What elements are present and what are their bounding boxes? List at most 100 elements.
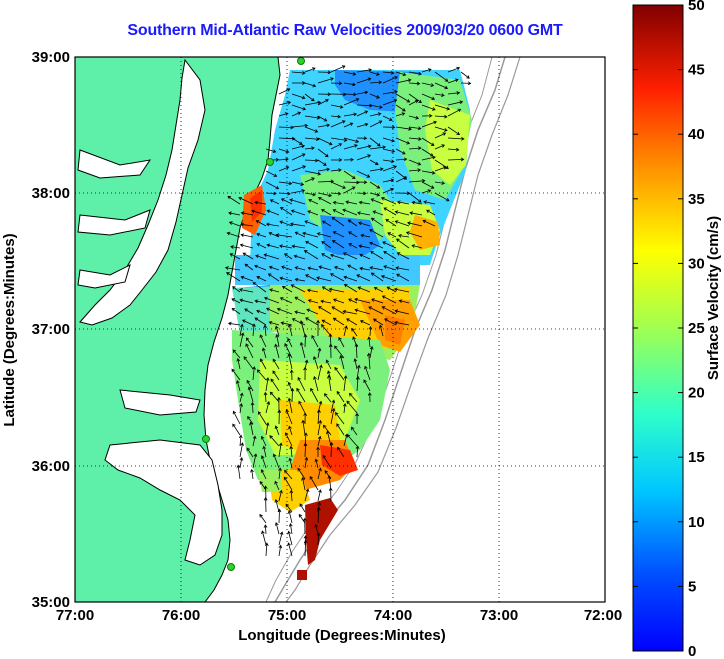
velocity-arrow xyxy=(224,266,241,271)
colorbar-tick-label: 40 xyxy=(688,126,705,143)
velocity-arrow xyxy=(405,231,423,238)
velocity-arrow xyxy=(311,335,319,348)
velocity-arrow xyxy=(289,445,294,458)
velocity-arrow xyxy=(269,391,280,403)
velocity-arrow xyxy=(291,244,306,249)
plot-frame xyxy=(74,56,606,603)
velocity-arrow xyxy=(291,111,302,117)
velocity-arrow xyxy=(369,137,381,147)
velocity-arrow xyxy=(369,229,384,238)
velocity-arrow xyxy=(290,284,306,293)
x-tick-label: 76:00 xyxy=(162,607,200,624)
velocity-arrow xyxy=(393,287,410,293)
velocity-arrow xyxy=(421,68,432,73)
velocity-arrow xyxy=(228,211,241,216)
velocity-arrow xyxy=(306,308,319,315)
colorbar-tick-label: 35 xyxy=(688,191,705,208)
velocity-arrow xyxy=(265,422,270,436)
velocity-arrow xyxy=(348,231,358,238)
velocity-arrow xyxy=(278,467,282,480)
velocity-arrow xyxy=(369,266,384,271)
velocity-arrow xyxy=(332,298,345,304)
velocity-arrow xyxy=(434,71,449,82)
velocity-arrow xyxy=(382,159,395,164)
velocity-arrow xyxy=(309,475,319,491)
velocity-arrow xyxy=(369,241,384,249)
velocity-arrow xyxy=(342,208,358,216)
velocity-arrow xyxy=(287,509,293,524)
velocity-arrow xyxy=(304,146,315,151)
velocity-arrow xyxy=(316,319,320,337)
velocity-arrow xyxy=(447,66,461,73)
velocity-arrow xyxy=(356,191,367,196)
velocity-arrow xyxy=(321,241,332,249)
velocity-arrow xyxy=(263,391,268,403)
velocity-arrow xyxy=(259,358,267,370)
velocity-arrow xyxy=(303,442,308,458)
velocity-arrow xyxy=(254,264,267,271)
velocity-arrow xyxy=(378,324,384,337)
velocity-arrow xyxy=(330,399,336,414)
velocity-arrow xyxy=(259,513,267,524)
velocity-arrow xyxy=(395,157,408,162)
colorbar-tick-label: 5 xyxy=(688,578,696,595)
radar-site-marker xyxy=(227,563,235,571)
radar-site-marker xyxy=(202,435,210,443)
velocity-arrow xyxy=(330,157,343,162)
velocity-arrow xyxy=(395,238,410,249)
velocity-arrow xyxy=(245,343,254,359)
velocity-arrow xyxy=(343,98,360,106)
velocity-arrow xyxy=(408,192,422,203)
velocity-arrow xyxy=(364,365,371,381)
velocity-arrow xyxy=(426,209,436,216)
velocity-arrow xyxy=(369,159,379,165)
velocity-arrow xyxy=(227,321,241,326)
velocity-arrow xyxy=(239,457,244,469)
velocity-arrow xyxy=(396,273,410,282)
velocity-arrow xyxy=(287,542,293,557)
velocity-arrow xyxy=(299,320,306,337)
velocity-arrow xyxy=(330,181,346,189)
velocity-arrow xyxy=(395,71,407,77)
velocity-arrow xyxy=(269,199,280,205)
velocity-arrow xyxy=(369,80,383,85)
velocity-arrow xyxy=(346,318,358,326)
velocity-arrow xyxy=(337,446,345,458)
velocity-arrow xyxy=(277,508,282,524)
colorbar-tick-label: 15 xyxy=(688,449,705,466)
velocity-arrow xyxy=(287,397,293,414)
velocity-arrow xyxy=(274,425,280,436)
colorbar-tick-label: 10 xyxy=(688,514,705,531)
velocity-arrow xyxy=(313,375,319,392)
velocity-arrow xyxy=(342,309,358,315)
velocity-arrow xyxy=(329,441,334,458)
velocity-arrow xyxy=(395,266,410,271)
velocity-arrow xyxy=(343,82,356,87)
velocity-arrow xyxy=(317,192,333,198)
velocity-arrow xyxy=(358,221,371,227)
colorbar-tick-label: 50 xyxy=(688,0,705,14)
velocity-arrow xyxy=(304,158,319,163)
velocity-arrow xyxy=(278,136,296,141)
velocity-arrow xyxy=(284,343,293,359)
velocity-arrow xyxy=(291,137,303,145)
velocity-arrow xyxy=(408,81,421,86)
radar-site-marker xyxy=(266,158,274,166)
y-axis-ticks: 39:00 38:00 37:00 36:00 35:00 xyxy=(32,49,70,611)
velocity-arrow xyxy=(303,250,319,260)
velocity-arrow xyxy=(228,221,241,227)
velocity-arrow xyxy=(303,333,308,348)
velocity-arrow xyxy=(359,266,371,271)
velocity-arrow xyxy=(395,112,406,117)
colorbar-tick-label: 0 xyxy=(688,643,696,659)
velocity-arrow xyxy=(330,407,336,425)
velocity-arrow xyxy=(314,458,319,469)
velocity-arrow xyxy=(265,222,280,227)
velocity-arrow xyxy=(343,275,358,282)
x-tick-label: 75:00 xyxy=(268,607,306,624)
velocity-arrow xyxy=(342,252,358,260)
velocity-arrow xyxy=(421,82,435,87)
velocity-arrow xyxy=(317,167,331,172)
velocity-arrow xyxy=(398,299,410,304)
velocity-arrow xyxy=(297,376,306,392)
